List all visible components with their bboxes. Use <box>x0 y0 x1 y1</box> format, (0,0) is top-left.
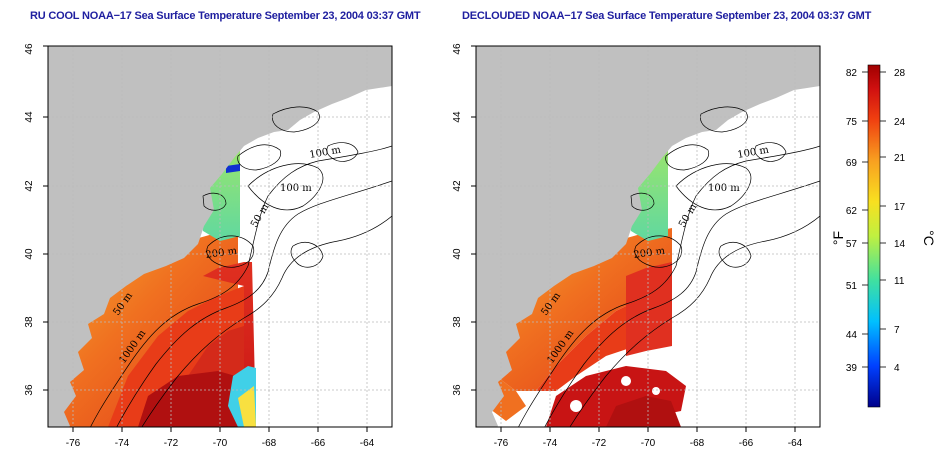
colorbar-gradient <box>867 64 881 408</box>
y-tick-label: 42 <box>24 180 35 192</box>
contour-label: 100 m <box>280 183 312 194</box>
x-tick-label: -70 <box>641 438 656 449</box>
y-tick-label: 44 <box>24 111 35 123</box>
y-tick-label: 42 <box>452 180 463 192</box>
y-tick-label: 38 <box>24 316 35 328</box>
celsius-label: 28 <box>894 68 906 79</box>
x-tick-label: -74 <box>115 438 130 449</box>
celsius-label: 4 <box>894 363 900 374</box>
y-tick-label: 44 <box>452 111 463 123</box>
fahrenheit-label: 82 <box>846 68 858 79</box>
celsius-unit: °C <box>921 230 937 246</box>
y-tick-label: 46 <box>24 43 35 55</box>
fahrenheit-unit: °F <box>830 231 846 245</box>
x-tick-label: -70 <box>213 438 228 449</box>
x-tick-label: -64 <box>360 438 375 449</box>
fahrenheit-label: 39 <box>846 363 858 374</box>
fahrenheit-label: 57 <box>846 239 858 250</box>
fahrenheit-label: 69 <box>846 158 858 169</box>
right-map-title: DECLOUDED NOAA−17 Sea Surface Temperatur… <box>462 10 872 22</box>
x-tick-label: -68 <box>262 438 277 449</box>
fahrenheit-label: 75 <box>846 117 858 128</box>
contour-label: 200 m <box>205 246 238 261</box>
x-tick-label: -76 <box>494 438 509 449</box>
x-tick-label: -68 <box>690 438 705 449</box>
celsius-label: 21 <box>894 153 906 164</box>
y-tick-label: 36 <box>452 384 463 396</box>
x-tick-label: -66 <box>739 438 754 449</box>
x-tick-label: -76 <box>66 438 81 449</box>
left-map-title: RU COOL NOAA−17 Sea Surface Temperature … <box>30 10 421 22</box>
fahrenheit-label: 51 <box>846 281 858 292</box>
x-tick-label: -74 <box>543 438 558 449</box>
celsius-label: 24 <box>894 117 906 128</box>
x-tick-label: -72 <box>592 438 607 449</box>
contour-label: 200 m <box>633 246 666 261</box>
celsius-label: 11 <box>894 276 905 287</box>
y-tick-label: 38 <box>452 316 463 328</box>
y-tick-label: 46 <box>452 43 463 55</box>
x-tick-label: -66 <box>311 438 326 449</box>
y-tick-label: 40 <box>24 248 35 260</box>
temperature-colorbar: 82 75 69 62 57 51 44 39 28 24 21 17 14 1… <box>830 64 937 408</box>
x-tick-label: -72 <box>164 438 179 449</box>
fahrenheit-label: 62 <box>846 206 858 217</box>
left-map-panel: 100 m 100 m 50 m 200 m 50 m 1000 m <box>24 43 393 449</box>
y-tick-label: 36 <box>24 384 35 396</box>
celsius-label: 17 <box>894 202 906 213</box>
left-grid <box>48 46 392 427</box>
sst-hot-core <box>138 371 256 427</box>
contour-label: 100 m <box>708 183 740 194</box>
x-tick-label: -64 <box>788 438 803 449</box>
celsius-label: 14 <box>894 239 906 250</box>
celsius-label: 7 <box>894 325 900 336</box>
y-tick-label: 40 <box>452 248 463 260</box>
fahrenheit-label: 44 <box>846 330 858 341</box>
right-grid <box>476 46 820 427</box>
right-map-panel: 100 m 100 m 50 m 200 m 50 m 1000 m <box>452 43 821 449</box>
